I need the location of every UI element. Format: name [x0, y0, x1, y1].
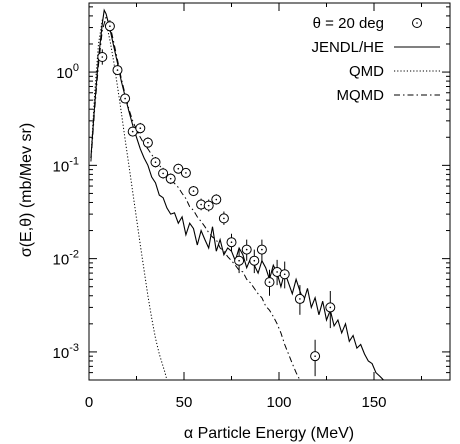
point-center — [124, 97, 126, 100]
data-point — [165, 173, 176, 185]
legend-label: QMD — [349, 63, 384, 80]
data-point — [234, 249, 245, 274]
data-point — [135, 122, 146, 134]
x-tick-label: 100 — [266, 394, 291, 411]
point-center — [261, 248, 263, 251]
point-center — [162, 172, 164, 175]
data-point — [120, 93, 131, 104]
legend-label: θ = 20 deg — [313, 15, 384, 32]
point-center — [131, 130, 134, 133]
data-point — [325, 290, 336, 329]
data-point — [150, 156, 161, 168]
y-tick-label: 10-2 — [53, 249, 79, 269]
x-tick-label: 150 — [361, 394, 386, 411]
point-center — [299, 298, 301, 300]
data-point — [249, 249, 260, 274]
point-center — [116, 69, 119, 71]
data-point — [97, 49, 108, 65]
series-line-mqmd — [90, 15, 301, 380]
axis-ticks — [88, 3, 450, 380]
point-center — [177, 167, 180, 170]
legend-label: MQMD — [337, 87, 385, 104]
series-curves — [90, 8, 384, 380]
point-center — [215, 198, 218, 201]
data-point — [256, 239, 267, 261]
y-tick-label: 100 — [56, 62, 79, 82]
data-point — [188, 186, 199, 197]
point-center — [329, 306, 332, 309]
point-center — [314, 355, 316, 357]
data-point — [173, 163, 184, 174]
point-center — [185, 172, 187, 174]
point-center — [268, 281, 271, 283]
y-tick-label: 10-3 — [53, 342, 79, 362]
y-axis-title: σ(E,θ) (mb/Mev sr) — [18, 123, 35, 257]
point-center — [223, 217, 225, 220]
point-center — [154, 161, 157, 164]
point-center — [169, 177, 172, 180]
data-point — [310, 339, 321, 377]
point-center — [253, 259, 256, 262]
data-point — [264, 269, 275, 296]
point-center — [207, 204, 210, 207]
legend-label: JENDL/HE — [311, 39, 384, 56]
data-point — [218, 211, 229, 225]
point-center — [238, 259, 240, 262]
data-point — [211, 194, 222, 205]
point-center — [245, 248, 248, 251]
point-center — [200, 203, 202, 206]
legend-marker-center — [416, 22, 418, 24]
tick-labels: 0 50 100 150 10-3 10-2 10-1 100 — [53, 62, 387, 411]
point-center — [192, 190, 195, 192]
data-point — [241, 239, 252, 261]
point-center — [147, 141, 149, 144]
data-points — [97, 20, 336, 377]
x-tick-label: 0 — [85, 394, 93, 411]
point-center — [139, 127, 142, 130]
data-point — [112, 64, 123, 76]
data-point — [104, 20, 115, 32]
plot-frame — [88, 2, 451, 381]
data-point — [142, 137, 153, 148]
legend: θ = 20 deg JENDL/HE QMD MQMD — [311, 15, 440, 104]
point-center — [283, 273, 286, 276]
data-point — [279, 261, 290, 289]
point-center — [276, 271, 278, 273]
series-line-jendl-he — [90, 8, 384, 380]
data-point — [180, 167, 191, 178]
data-point — [294, 285, 305, 315]
point-center — [109, 25, 111, 28]
x-axis-title: α Particle Energy (MeV) — [184, 425, 354, 442]
legend-entry: MQMD — [337, 87, 440, 104]
data-point — [226, 233, 237, 252]
point-center — [101, 56, 104, 58]
data-point — [203, 199, 214, 212]
y-tick-label: 10-1 — [53, 155, 79, 175]
x-tick-label: 50 — [176, 394, 193, 411]
point-center — [230, 241, 233, 244]
legend-entry: QMD — [349, 63, 440, 80]
legend-entry: θ = 20 deg — [313, 15, 422, 32]
legend-entry: JENDL/HE — [311, 39, 440, 56]
data-point — [158, 167, 169, 179]
series-line-qmd — [90, 19, 168, 380]
